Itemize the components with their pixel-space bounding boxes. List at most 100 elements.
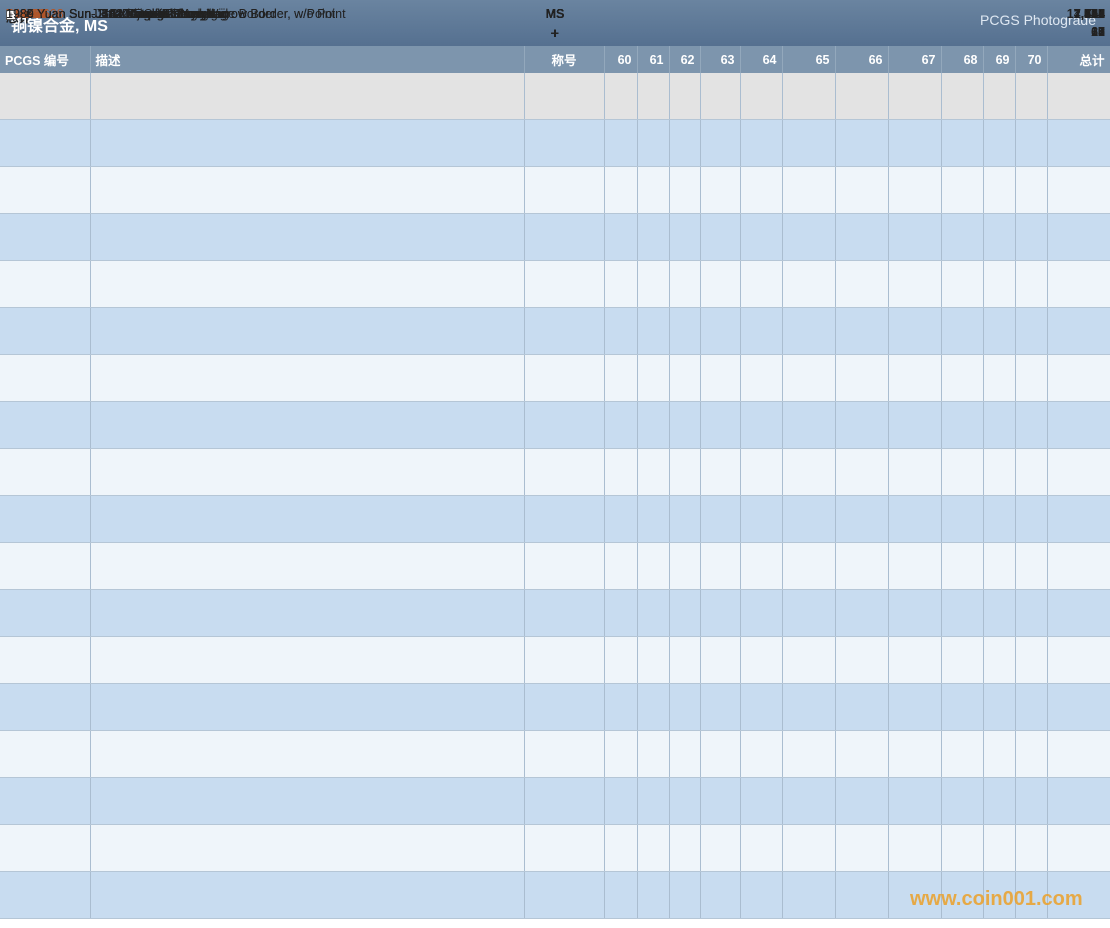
- count-cell: [1015, 166, 1048, 214]
- pcgs-id-link[interactable]: 734356: [6, 7, 48, 21]
- count-cell: 66: [941, 7, 1105, 731]
- count-cell: 20: [740, 7, 1105, 167]
- description: 1988 Yuan Sun-J13a People's Bank: [6, 7, 206, 21]
- count: 67: [1091, 7, 1105, 21]
- count-cell: 4: [888, 7, 1105, 214]
- pcgs-id-link[interactable]: 626790: [6, 7, 48, 21]
- plus-count: 6: [1098, 25, 1105, 39]
- count-cell: [983, 777, 1016, 825]
- pcgs-id-link[interactable]: 900394: [6, 7, 48, 21]
- count: 313: [1084, 7, 1105, 21]
- id-wrap: 608669: [6, 7, 48, 21]
- count-cell: 3: [700, 7, 1105, 825]
- count-cell: 2: [983, 7, 1105, 167]
- count-cell: 208: [835, 7, 1105, 684]
- count-cell: [604, 636, 638, 684]
- pcgs-id-link[interactable]: 140857: [6, 7, 48, 21]
- count: 7: [1098, 7, 1105, 21]
- id-wrap: 900501: [6, 7, 48, 21]
- count: 2: [1098, 7, 1105, 21]
- count-cell: [941, 448, 984, 496]
- pcgs-id-link[interactable]: 900502: [6, 7, 48, 21]
- count-cell: 3: [700, 7, 1105, 919]
- total-cell: 37: [1047, 7, 1110, 402]
- count: 208: [1084, 7, 1105, 21]
- count-cell: 282 1: [782, 7, 1105, 872]
- pcgs-id-link[interactable]: 392943: [6, 7, 48, 21]
- count-cell: [637, 448, 670, 496]
- count: 6: [1098, 7, 1105, 21]
- expand-icon[interactable]: +: [6, 10, 16, 20]
- pcgs-id-link[interactable]: 149637: [6, 7, 48, 21]
- total-cell: 336: [1047, 7, 1110, 261]
- grade-cell: MS +: [524, 7, 605, 449]
- id-cell: 626790: [0, 7, 91, 496]
- id-cell: 151240: [0, 7, 91, 449]
- count-cell: 2: [983, 7, 1105, 590]
- column-header: 67: [888, 46, 942, 73]
- pcgs-id-link[interactable]: 608669: [6, 7, 48, 21]
- id-wrap: +149628: [6, 7, 64, 21]
- count-cell: [604, 213, 638, 261]
- pcgs-id-link[interactable]: 149628: [22, 7, 64, 21]
- count-cell: 42: [782, 7, 1105, 167]
- grade-cell: MS +: [524, 7, 605, 261]
- plus-grade: +: [550, 25, 560, 41]
- pcgs-id-link[interactable]: 900501: [6, 7, 48, 21]
- description: 1984 Yuan Sun-J1a2 Mao - Shenyang: [6, 7, 218, 21]
- count-cell: [604, 730, 638, 778]
- count-cell: [1015, 213, 1048, 261]
- description-cell: 1985 Yuan Sun-J4a2 Potala Palace: [6, 7, 525, 590]
- plus-grade: +: [550, 25, 560, 41]
- plus-count: 63: [1091, 25, 1105, 39]
- id-cell: 140857: [0, 7, 91, 731]
- plus-count: 3: [1098, 25, 1105, 39]
- description-cell: 1985 Yuan Sun-J4a1 Potala Palace Narrow …: [6, 7, 525, 449]
- pcgs-id-link[interactable]: 149631: [6, 7, 48, 21]
- id-cell: 900501: [0, 7, 91, 214]
- description: 1986 Yuan Sun-J6a Year of Peace: [6, 7, 197, 21]
- total: 2,059: [1073, 7, 1105, 21]
- table-row: +149628 1989 Yuan Sun-J14a PRC 40th Ann. M…: [0, 7, 1110, 919]
- count: 3: [1098, 7, 1105, 21]
- count-cell: 101: [700, 7, 1105, 120]
- table-row: 149629 1984 Yuan Sun-J3a1 Cranes-Shanghai…: [0, 7, 1110, 355]
- count-cell: [1015, 542, 1048, 590]
- pcgs-id-link[interactable]: 149629: [6, 7, 48, 21]
- count-cell: 1,834 7: [888, 7, 1105, 731]
- count: 6: [1098, 7, 1105, 21]
- count-cell: 1,147 3: [835, 7, 1105, 919]
- plus-grade: +: [550, 25, 560, 41]
- count-cell: [669, 354, 701, 402]
- count-cell: 71: [888, 7, 1105, 167]
- grade: MS: [545, 7, 565, 21]
- count: 637: [1084, 7, 1105, 21]
- count-cell: [604, 824, 638, 872]
- count-cell: 517 3: [888, 7, 1105, 778]
- description-cell: 1984 Yuan Sun-J1a1 Mao - Shanghai: [6, 7, 525, 167]
- grade-cell: MS +: [524, 7, 605, 167]
- count: 3: [1098, 7, 1105, 21]
- count-cell: [604, 166, 638, 214]
- brand[interactable]: PCGS Photograde: [980, 12, 1096, 28]
- count-cell: [604, 542, 638, 590]
- id-cell: 734370: [0, 7, 91, 825]
- grade: MS: [545, 7, 565, 21]
- plus-count: 17: [1091, 25, 1105, 39]
- header-row: PCGS 编号 描述 称号 60 61 62 63 64 65 66 67 68 69 70 总计: [0, 46, 1110, 73]
- id-wrap: 900503: [6, 7, 48, 21]
- pcgs-id-link[interactable]: 416367: [6, 7, 48, 21]
- count-cell: [604, 307, 638, 355]
- count: 2: [1098, 7, 1105, 21]
- pcgs-id-link[interactable]: 900503: [6, 7, 48, 21]
- pcgs-id-link[interactable]: 734370: [6, 7, 48, 21]
- plus-count: 6: [1098, 25, 1105, 39]
- description: 1985 Yuan Sun-J4a3 Potala Palace Wide Bo…: [6, 7, 277, 21]
- pcgs-id-link[interactable]: 151240: [6, 7, 48, 21]
- pcgs-id-link[interactable]: 734369: [6, 7, 48, 21]
- count: 9: [1098, 7, 1105, 21]
- total: 41: [1091, 7, 1105, 21]
- grade: MS: [545, 7, 565, 21]
